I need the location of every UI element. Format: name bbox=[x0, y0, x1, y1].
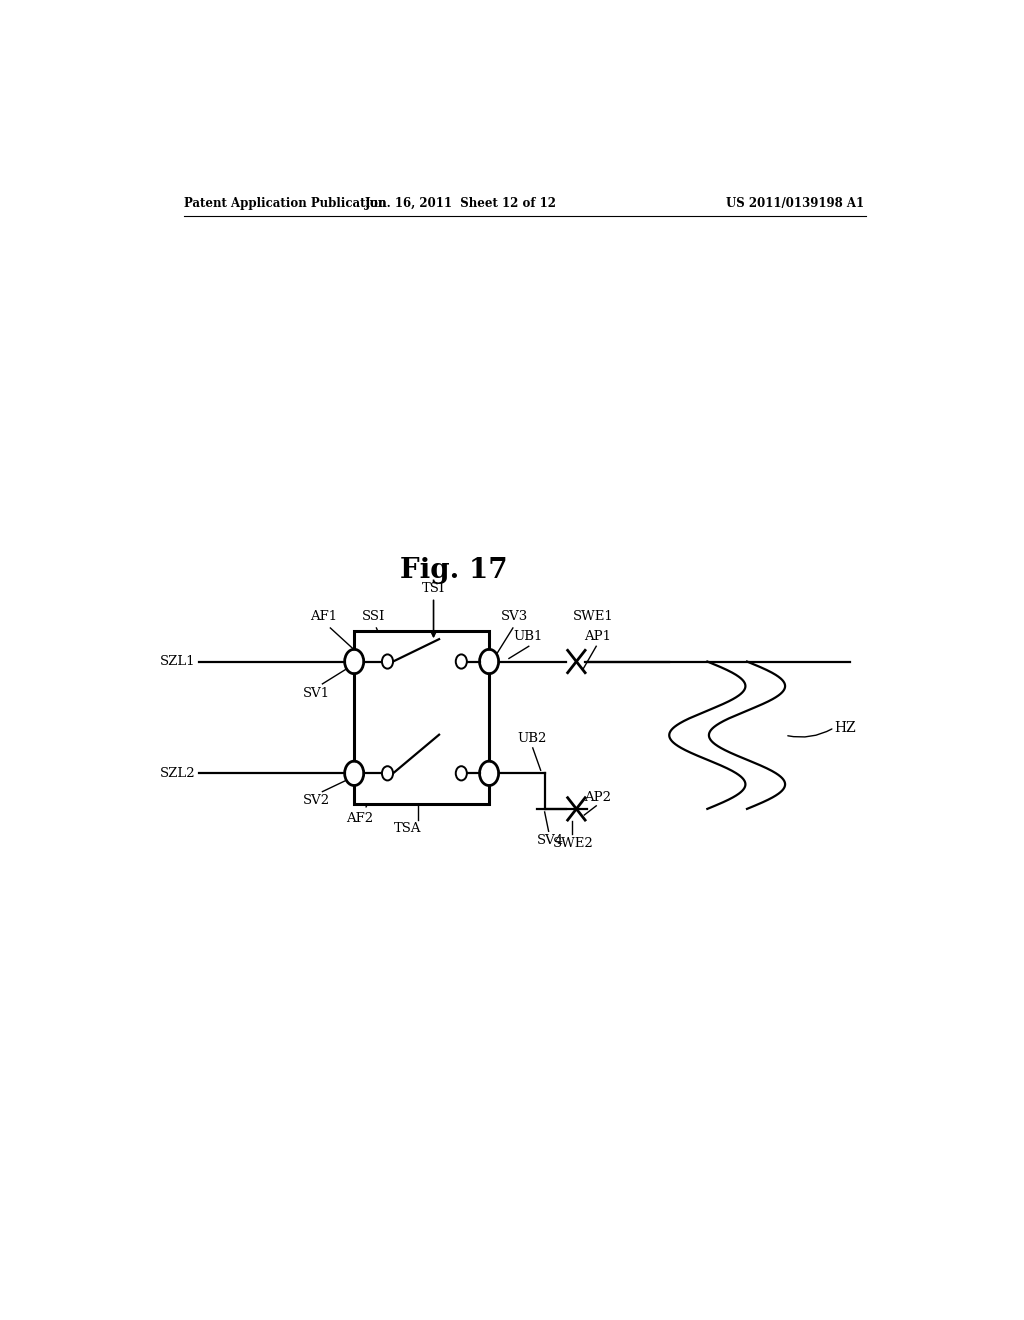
Text: UB1: UB1 bbox=[513, 630, 543, 643]
Circle shape bbox=[457, 656, 466, 667]
Text: Jun. 16, 2011  Sheet 12 of 12: Jun. 16, 2011 Sheet 12 of 12 bbox=[366, 197, 557, 210]
Text: US 2011/0139198 A1: US 2011/0139198 A1 bbox=[726, 197, 863, 210]
Text: TSI: TSI bbox=[422, 582, 444, 595]
Circle shape bbox=[481, 763, 498, 784]
Text: HZ: HZ bbox=[835, 721, 856, 735]
Circle shape bbox=[481, 651, 498, 672]
Text: SZL1: SZL1 bbox=[160, 655, 196, 668]
Text: Patent Application Publication: Patent Application Publication bbox=[183, 197, 386, 210]
Text: SV4: SV4 bbox=[537, 834, 564, 847]
Circle shape bbox=[383, 656, 392, 667]
Text: SWE2: SWE2 bbox=[553, 837, 593, 850]
Text: Fig. 17: Fig. 17 bbox=[399, 557, 507, 583]
Text: AF2: AF2 bbox=[346, 812, 374, 825]
Circle shape bbox=[457, 768, 466, 779]
Text: SV2: SV2 bbox=[303, 793, 330, 807]
Circle shape bbox=[346, 763, 362, 784]
Circle shape bbox=[383, 768, 392, 779]
Text: SSI: SSI bbox=[362, 610, 385, 623]
Text: SV3: SV3 bbox=[501, 610, 528, 623]
Circle shape bbox=[346, 651, 362, 672]
Text: UB2: UB2 bbox=[517, 731, 546, 744]
Text: SZL2: SZL2 bbox=[160, 767, 196, 780]
Text: SWE1: SWE1 bbox=[572, 610, 613, 623]
Bar bbox=[354, 631, 489, 804]
Text: TSA: TSA bbox=[394, 822, 421, 836]
Text: AF1: AF1 bbox=[310, 610, 338, 623]
Text: SV1: SV1 bbox=[303, 686, 330, 700]
Text: AP1: AP1 bbox=[585, 630, 611, 643]
Text: AP2: AP2 bbox=[585, 791, 611, 804]
